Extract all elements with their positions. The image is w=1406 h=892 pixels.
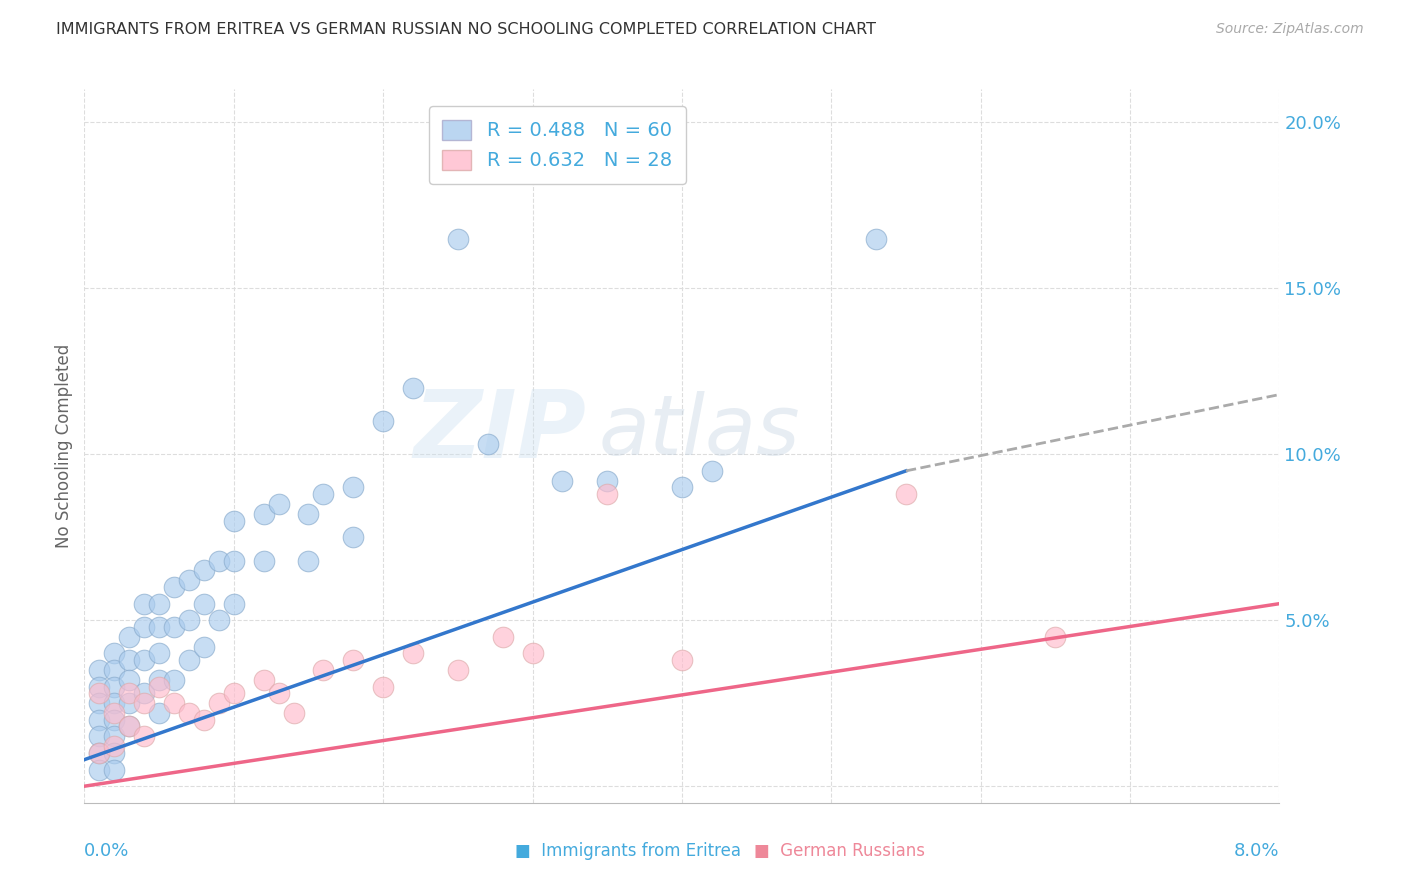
- Point: [103, 746, 125, 760]
- Text: 8.0%: 8.0%: [1234, 842, 1279, 860]
- Point: [253, 553, 276, 567]
- Y-axis label: No Schooling Completed: No Schooling Completed: [55, 344, 73, 548]
- Text: 0.0%: 0.0%: [84, 842, 129, 860]
- Point: [492, 630, 515, 644]
- Point: [103, 706, 125, 721]
- Point: [103, 680, 125, 694]
- Point: [163, 580, 186, 594]
- Point: [118, 686, 141, 700]
- Text: atlas: atlas: [599, 392, 800, 472]
- Point: [267, 497, 290, 511]
- Point: [89, 713, 111, 727]
- Point: [148, 673, 170, 687]
- Point: [148, 680, 170, 694]
- Point: [163, 696, 186, 710]
- Point: [342, 530, 364, 544]
- Point: [177, 653, 200, 667]
- Point: [671, 481, 693, 495]
- Point: [89, 746, 111, 760]
- Point: [551, 474, 574, 488]
- Text: Source: ZipAtlas.com: Source: ZipAtlas.com: [1216, 22, 1364, 37]
- Point: [89, 686, 111, 700]
- Point: [371, 414, 394, 428]
- Point: [163, 620, 186, 634]
- Point: [671, 653, 693, 667]
- Text: IMMIGRANTS FROM ERITREA VS GERMAN RUSSIAN NO SCHOOLING COMPLETED CORRELATION CHA: IMMIGRANTS FROM ERITREA VS GERMAN RUSSIA…: [56, 22, 876, 37]
- Point: [103, 663, 125, 677]
- Point: [312, 487, 335, 501]
- Point: [103, 730, 125, 744]
- Point: [132, 653, 156, 667]
- Point: [132, 620, 156, 634]
- Point: [222, 686, 245, 700]
- Point: [342, 481, 364, 495]
- Point: [89, 746, 111, 760]
- Point: [297, 553, 319, 567]
- Point: [118, 719, 141, 733]
- Point: [103, 647, 125, 661]
- Point: [193, 640, 215, 654]
- Point: [402, 647, 425, 661]
- Point: [148, 597, 170, 611]
- Point: [342, 653, 364, 667]
- Point: [222, 553, 245, 567]
- Point: [447, 231, 470, 245]
- Point: [193, 713, 215, 727]
- Point: [253, 507, 276, 521]
- Point: [148, 647, 170, 661]
- Point: [297, 507, 319, 521]
- Point: [89, 663, 111, 677]
- Text: ZIP: ZIP: [413, 385, 586, 478]
- Point: [253, 673, 276, 687]
- Point: [89, 696, 111, 710]
- Text: ■  Immigrants from Eritrea: ■ Immigrants from Eritrea: [515, 842, 741, 860]
- Point: [89, 730, 111, 744]
- Point: [193, 597, 215, 611]
- Legend: R = 0.488   N = 60, R = 0.632   N = 28: R = 0.488 N = 60, R = 0.632 N = 28: [429, 106, 686, 184]
- Point: [177, 706, 200, 721]
- Point: [267, 686, 290, 700]
- Point: [208, 696, 231, 710]
- Point: [402, 381, 425, 395]
- Point: [118, 653, 141, 667]
- Point: [177, 613, 200, 627]
- Point: [894, 487, 917, 501]
- Point: [522, 647, 544, 661]
- Point: [103, 763, 125, 777]
- Point: [132, 686, 156, 700]
- Point: [148, 706, 170, 721]
- Point: [148, 620, 170, 634]
- Point: [89, 763, 111, 777]
- Point: [118, 673, 141, 687]
- Point: [177, 574, 200, 588]
- Point: [222, 514, 245, 528]
- Point: [103, 739, 125, 754]
- Point: [596, 487, 619, 501]
- Point: [118, 696, 141, 710]
- Point: [163, 673, 186, 687]
- Point: [103, 713, 125, 727]
- Point: [103, 696, 125, 710]
- Point: [1045, 630, 1067, 644]
- Point: [865, 231, 887, 245]
- Point: [89, 680, 111, 694]
- Point: [477, 437, 499, 451]
- Point: [222, 597, 245, 611]
- Point: [700, 464, 723, 478]
- Point: [132, 696, 156, 710]
- Point: [118, 719, 141, 733]
- Point: [596, 474, 619, 488]
- Text: ■  German Russians: ■ German Russians: [754, 842, 925, 860]
- Point: [132, 730, 156, 744]
- Point: [118, 630, 141, 644]
- Point: [371, 680, 394, 694]
- Point: [447, 663, 470, 677]
- Point: [193, 564, 215, 578]
- Point: [132, 597, 156, 611]
- Point: [283, 706, 305, 721]
- Point: [312, 663, 335, 677]
- Point: [208, 553, 231, 567]
- Point: [208, 613, 231, 627]
